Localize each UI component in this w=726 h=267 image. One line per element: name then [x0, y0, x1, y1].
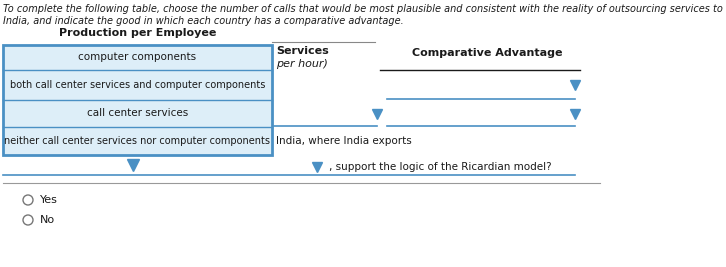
Circle shape	[23, 215, 33, 225]
Text: Comparative Advantage: Comparative Advantage	[412, 48, 563, 58]
Text: both call center services and computer components: both call center services and computer c…	[10, 80, 265, 90]
Bar	[3, 45, 272, 155]
Text: India, where India exports: India, where India exports	[276, 136, 412, 146]
Text: No: No	[40, 215, 55, 225]
Text: Yes: Yes	[40, 195, 58, 205]
Text: Production per Employee: Production per Employee	[59, 28, 216, 38]
Text: call center services: call center services	[87, 108, 188, 119]
Text: India, and indicate the good in which each country has a comparative advantage.: India, and indicate the good in which ea…	[3, 16, 404, 26]
Text: , support the logic of the Ricardian model?: , support the logic of the Ricardian mod…	[329, 162, 552, 172]
Circle shape	[23, 195, 33, 205]
Text: per hour): per hour)	[276, 59, 328, 69]
Text: computer components: computer components	[78, 53, 197, 62]
Text: Services: Services	[276, 46, 329, 56]
Text: neither call center services nor computer components: neither call center services nor compute…	[4, 136, 271, 146]
Text: To complete the following table, choose the number of calls that would be most p: To complete the following table, choose …	[3, 4, 723, 14]
